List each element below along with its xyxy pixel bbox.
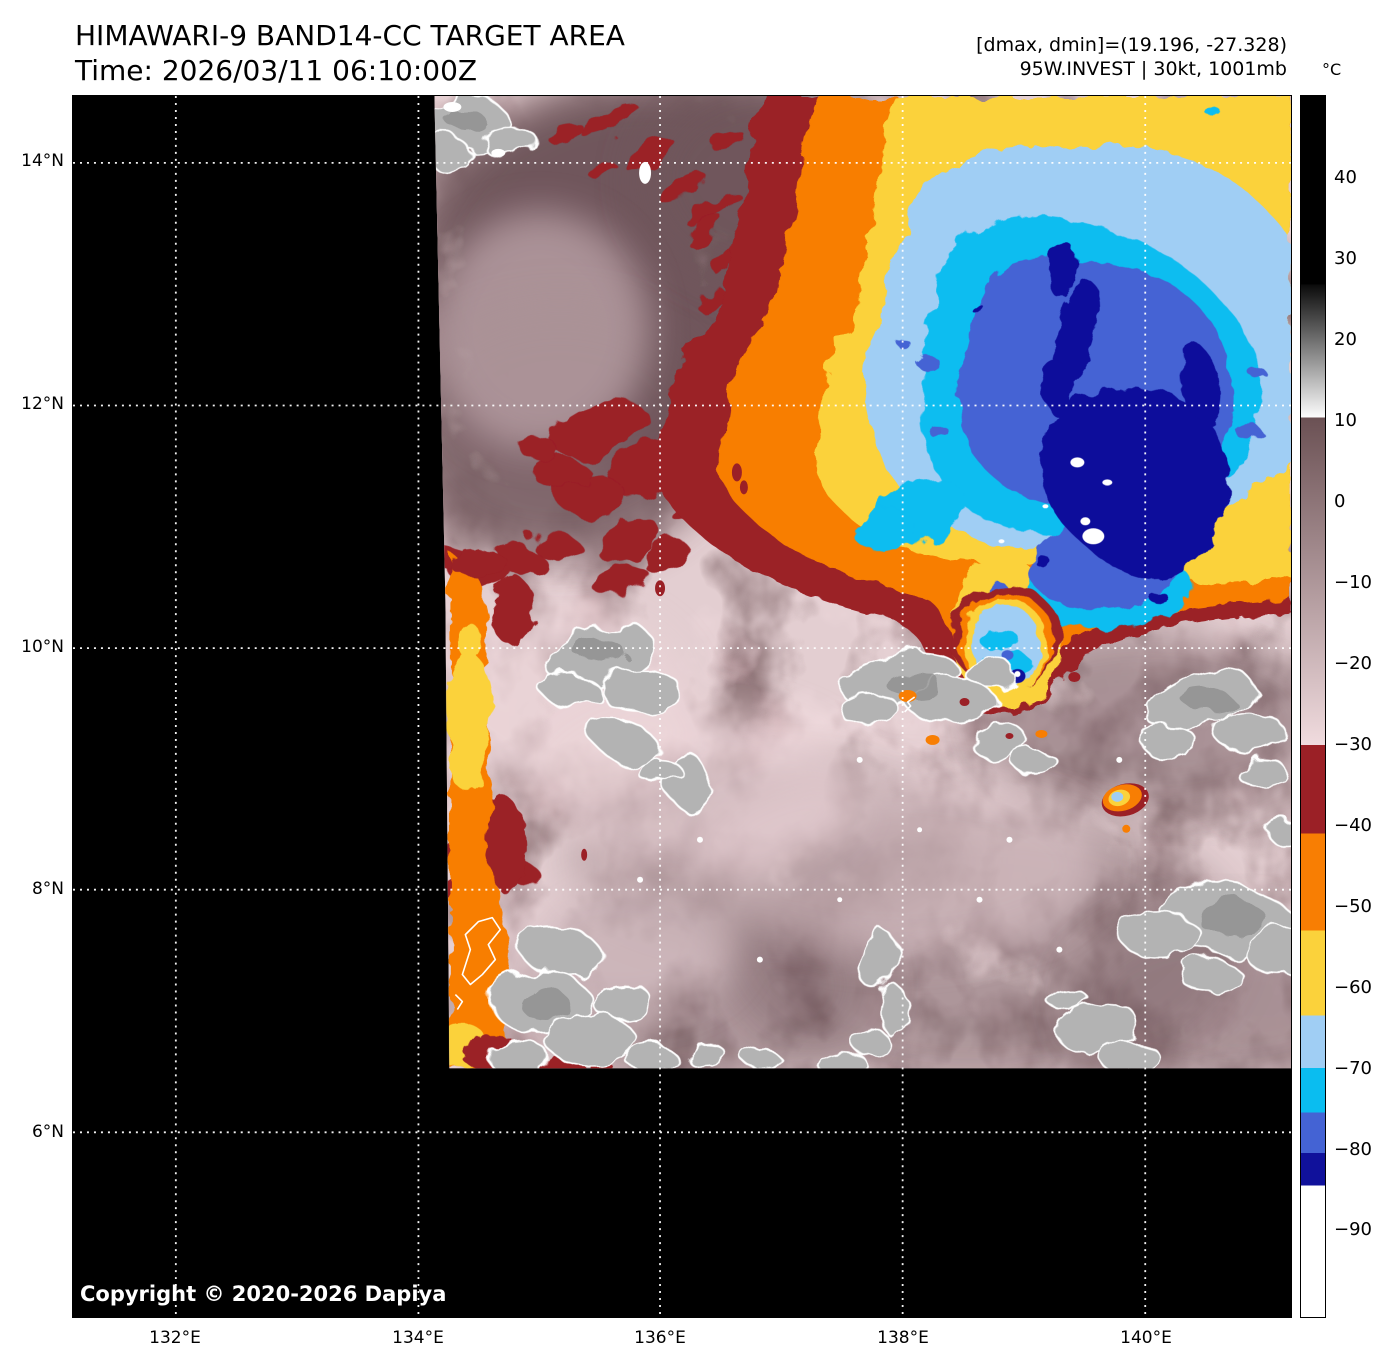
colorbar-tick-label: −40 (1334, 814, 1372, 836)
colorbar-tick-label: 30 (1334, 248, 1357, 270)
satellite-imagery (73, 96, 1291, 1317)
dmax-dmin-readout: [dmax, dmin]=(19.196, -27.328) (976, 34, 1287, 56)
lon-tick-label: 134°E (392, 1328, 444, 1348)
colorbar-tick-label: 40 (1334, 167, 1357, 189)
colorbar-unit-label: °C (1322, 60, 1342, 79)
deep-convection-system (654, 96, 1291, 714)
annotation-block: [dmax, dmin]=(19.196, -27.328) 95W.INVES… (976, 33, 1287, 81)
copyright-watermark: Copyright © 2020-2026 Dapiya (80, 1282, 447, 1306)
lon-tick-label: 140°E (1120, 1328, 1172, 1348)
lat-tick-label: 14°N (21, 151, 64, 171)
temperature-colorbar (1300, 95, 1326, 1318)
lon-tick-label: 136°E (634, 1328, 686, 1348)
storm-info: 95W.INVEST | 30kt, 1001mb (1019, 58, 1287, 80)
colorbar-tick-label: 20 (1334, 329, 1357, 351)
lat-tick-label: 12°N (21, 394, 64, 414)
colorbar-tick-label: −10 (1334, 571, 1372, 593)
graticule (73, 96, 1291, 1317)
gray-cloud-fields (434, 96, 1291, 1069)
data-swath (434, 96, 1291, 1069)
lon-tick-label: 138°E (877, 1328, 929, 1348)
colorbar-tick-label: −30 (1334, 733, 1372, 755)
map-plot-area: Copyright © 2020-2026 Dapiya (72, 95, 1292, 1318)
lat-tick-label: 8°N (31, 879, 64, 899)
gray-cloud-cores (446, 110, 1267, 1020)
lat-tick-label: 10°N (21, 637, 64, 657)
west-edge-cold-strip (435, 551, 616, 1069)
lon-tick-label: 132°E (149, 1328, 201, 1348)
colorbar-tick-label: −20 (1334, 652, 1372, 674)
colorbar-tick-label: −50 (1334, 895, 1372, 917)
lat-tick-label: 6°N (31, 1122, 64, 1142)
colorbar-tick-label: −90 (1334, 1219, 1372, 1241)
product-time: Time: 2026/03/11 06:10:00Z (75, 54, 478, 87)
product-title: HIMAWARI-9 BAND14-CC TARGET AREA (75, 19, 625, 52)
colorbar-tick-label: 10 (1334, 410, 1357, 432)
colorbar-tick-label: −70 (1334, 1057, 1372, 1079)
colorbar-tick-label: 0 (1334, 491, 1346, 513)
coldest-white-pixels (998, 457, 1113, 545)
colorbar-tick-label: −80 (1334, 1138, 1372, 1160)
white-specks (443, 101, 1123, 963)
colorbar-tick-label: −60 (1334, 976, 1372, 998)
